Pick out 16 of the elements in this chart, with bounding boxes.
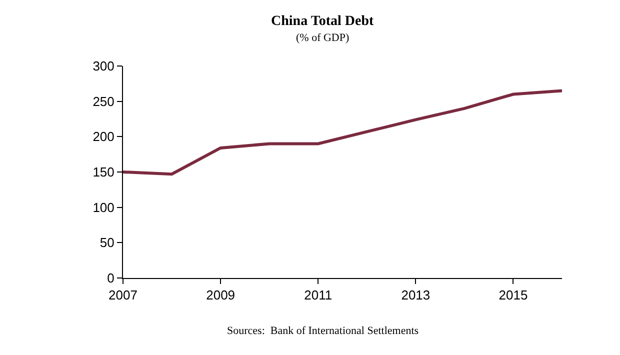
chart-title: China Total Debt	[271, 14, 374, 29]
x-tick-label: 2007	[108, 288, 138, 303]
y-tick-label: 50	[100, 235, 114, 250]
y-tick-label: 200	[92, 129, 114, 144]
y-tick-label: 250	[92, 94, 114, 109]
x-tick-label: 2011	[304, 288, 332, 303]
x-tick-label: 2009	[206, 288, 236, 303]
y-tick-label: 0	[107, 270, 114, 286]
source-note: Sources: Bank of International Settlements	[227, 325, 419, 337]
x-tick-label: 2013	[401, 288, 430, 303]
line-series	[123, 89, 562, 176]
y-tick-label: 300	[92, 58, 114, 74]
y-tick-label: 100	[92, 200, 114, 215]
y-tick-label: 150	[92, 164, 114, 180]
x-tick-label: 2015	[498, 288, 528, 303]
chart-subtitle: (% of GDP)	[296, 32, 350, 44]
